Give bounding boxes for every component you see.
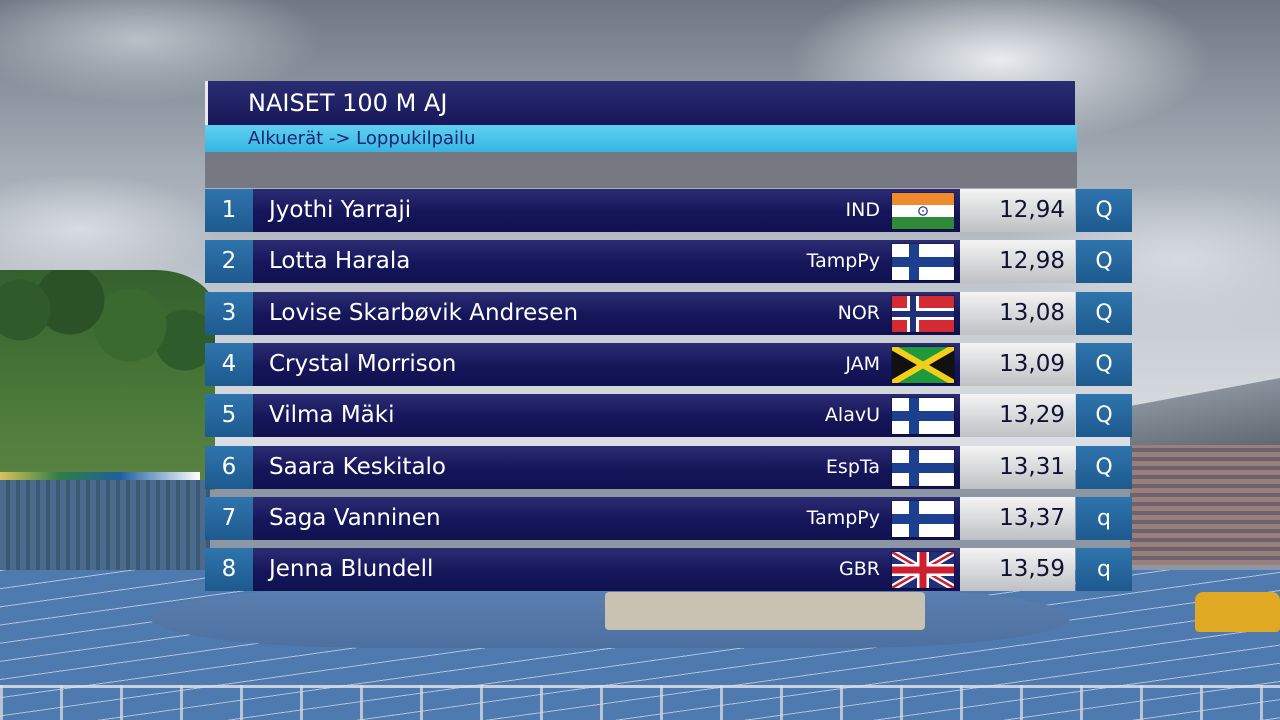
result-time: 12,94: [960, 189, 1075, 232]
athlete-name: Saara Keskitalo: [269, 454, 447, 480]
finland-flag-icon: [892, 244, 954, 280]
jump-sandpit: [605, 592, 925, 630]
qualification-mark: Q: [1076, 394, 1132, 437]
result-time: 12,98: [960, 240, 1075, 283]
result-time: 13,59: [960, 548, 1075, 591]
athlete-club: IND: [845, 199, 880, 221]
athlete-club: EspTa: [825, 456, 880, 478]
yellow-vehicle: [1195, 592, 1280, 632]
india-flag-icon: [892, 193, 954, 229]
athlete-name: Vilma Mäki: [269, 402, 395, 428]
athlete-club: AlavU: [824, 404, 880, 426]
result-time: 13,09: [960, 343, 1075, 386]
result-time: 13,29: [960, 394, 1075, 437]
athlete-name: Lovise Skarbøvik Andresen: [269, 300, 579, 326]
athlete-club: TampPy: [806, 507, 880, 529]
athlete-club: NOR: [837, 302, 880, 324]
result-row: 7 Saga Vanninen TampPy 13,37 q: [205, 497, 1132, 540]
result-row: 1 Jyothi Yarraji IND 12,94 Q: [205, 189, 1132, 232]
athlete-club: TampPy: [806, 250, 880, 272]
qualification-mark: Q: [1076, 292, 1132, 335]
uk-flag-icon: [892, 552, 954, 588]
result-row: 5 Vilma Mäki AlavU 13,29 Q: [205, 394, 1132, 437]
athlete-club: JAM: [845, 353, 880, 375]
result-main: Saara Keskitalo EspTa: [253, 446, 960, 489]
athlete-club: GBR: [839, 558, 880, 580]
result-position: 5: [205, 394, 253, 437]
result-position: 3: [205, 292, 253, 335]
result-main: Saga Vanninen TampPy: [253, 497, 960, 540]
result-row: 4 Crystal Morrison JAM 13,09 Q: [205, 343, 1132, 386]
result-main: Crystal Morrison JAM: [253, 343, 960, 386]
qualification-mark: q: [1076, 548, 1132, 591]
result-position: 1: [205, 189, 253, 232]
result-main: Jenna Blundell GBR: [253, 548, 960, 591]
right-grandstand: [1130, 445, 1280, 565]
athlete-name: Saga Vanninen: [269, 505, 441, 531]
athlete-name: Crystal Morrison: [269, 351, 457, 377]
qualification-mark: Q: [1076, 446, 1132, 489]
result-position: 4: [205, 343, 253, 386]
board-header: NAISET 100 M AJ: [197, 81, 1077, 153]
result-row: 6 Saara Keskitalo EspTa 13,31 Q: [205, 446, 1132, 489]
tree-covered-hill: [0, 270, 215, 490]
result-row: 3 Lovise Skarbøvik Andresen NOR 13,08 Q: [205, 292, 1132, 335]
result-position: 8: [205, 548, 253, 591]
result-row: 2 Lotta Harala TampPy 12,98 Q: [205, 240, 1132, 283]
result-time: 13,37: [960, 497, 1075, 540]
qualification-mark: q: [1076, 497, 1132, 540]
athlete-name: Jenna Blundell: [269, 556, 434, 582]
finland-flag-icon: [892, 501, 954, 537]
jamaica-flag-icon: [892, 347, 954, 383]
result-position: 6: [205, 446, 253, 489]
athlete-name: Lotta Harala: [269, 248, 411, 274]
header-spacer: [205, 152, 1077, 188]
result-main: Vilma Mäki AlavU: [253, 394, 960, 437]
event-subtitle: Alkuerät -> Loppukilpailu: [205, 125, 1077, 152]
finland-flag-icon: [892, 398, 954, 434]
result-position: 7: [205, 497, 253, 540]
event-title: NAISET 100 M AJ: [205, 81, 1075, 126]
left-grandstand: [0, 480, 210, 580]
qualification-mark: Q: [1076, 189, 1132, 232]
result-time: 13,31: [960, 446, 1075, 489]
result-row: 8 Jenna Blundell GBR 13,59 q: [205, 548, 1132, 591]
qualification-mark: Q: [1076, 343, 1132, 386]
result-position: 2: [205, 240, 253, 283]
result-time: 13,08: [960, 292, 1075, 335]
advertising-banner: [0, 472, 200, 482]
qualification-mark: Q: [1076, 240, 1132, 283]
finland-flag-icon: [892, 450, 954, 486]
result-main: Lovise Skarbøvik Andresen NOR: [253, 292, 960, 335]
spectator-railing: [0, 685, 1280, 720]
norway-flag-icon: [892, 296, 954, 332]
result-main: Jyothi Yarraji IND: [253, 189, 960, 232]
athlete-name: Jyothi Yarraji: [269, 197, 412, 223]
result-main: Lotta Harala TampPy: [253, 240, 960, 283]
